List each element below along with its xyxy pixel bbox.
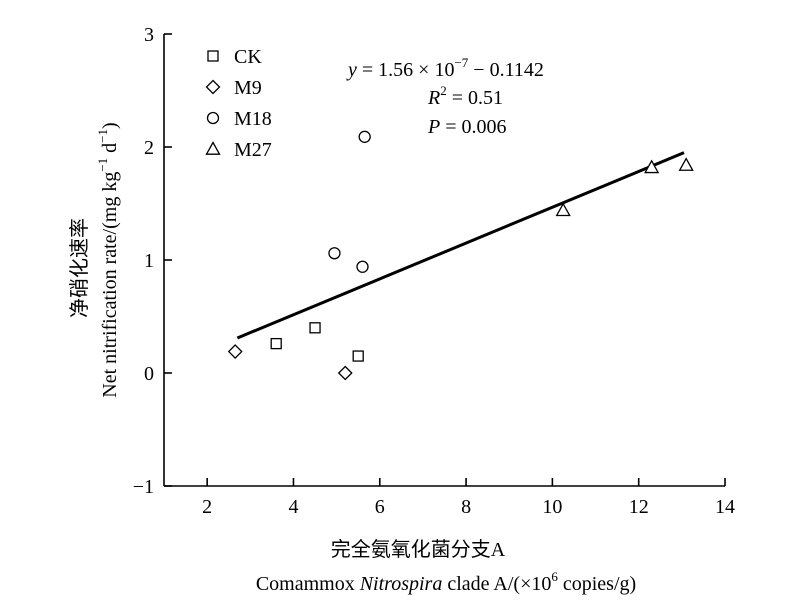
data-point-m18: [328, 247, 341, 260]
y-ticks: −1 0 1 2 3: [133, 24, 172, 498]
legend-label-ck: CK: [234, 46, 262, 68]
data-point-ck: [309, 322, 321, 334]
y-tick-label: 1: [144, 250, 154, 272]
legend-label-m9: M9: [234, 77, 262, 99]
x-tick-label: 6: [375, 496, 385, 518]
x-ticks: 2 4 6 8 10 12 14: [202, 478, 735, 518]
y-axis-title: 净硝化速率 Net nitrification rate/(mg kg−1 d−…: [68, 122, 121, 397]
data-point-m9: [337, 365, 353, 381]
data-point-m27: [644, 159, 660, 174]
y-tick-label: 2: [144, 137, 154, 159]
regression-annotation: y = 1.56 × 10−7 − 0.1142 R2 = 0.51 P = 0…: [346, 55, 544, 138]
legend: CK M9 M18 M27: [205, 46, 272, 161]
x-tick-label: 8: [461, 496, 471, 518]
data-point-ck: [270, 337, 282, 350]
data-point-m27: [555, 202, 571, 217]
legend-label-m18: M18: [234, 108, 272, 130]
legend-marker-ck: [207, 50, 219, 62]
p-value-label: P = 0.006: [427, 116, 507, 138]
legend-marker-m9: [205, 79, 221, 95]
regression-equation: y = 1.56 × 10−7 − 0.1142: [346, 55, 544, 81]
axes: [163, 34, 725, 487]
x-axis-title-cn: 完全氨氧化菌分支A: [331, 538, 506, 561]
legend-marker-m27: [205, 141, 221, 155]
data-points: [227, 130, 694, 381]
y-axis-title-cn: 净硝化速率: [68, 218, 91, 318]
trend-line: [236, 151, 685, 340]
x-tick-label: 10: [542, 496, 562, 518]
y-axis-title-en: Net nitrification rate/(mg kg−1 d−1): [95, 122, 121, 397]
x-tick-label: 12: [629, 496, 649, 518]
r-squared-label: R2 = 0.51: [427, 83, 503, 109]
x-tick-label: 4: [288, 496, 298, 518]
y-tick-label: −1: [133, 476, 154, 498]
legend-label-m27: M27: [234, 139, 272, 161]
x-axis-title: 完全氨氧化菌分支A Comammox Nitrospira clade A/(×…: [256, 538, 636, 595]
y-tick-label: 0: [144, 363, 154, 385]
x-tick-label: 14: [715, 496, 735, 518]
x-tick-label: 2: [202, 496, 212, 518]
data-point-m9: [227, 344, 243, 359]
data-point-m18: [358, 130, 371, 143]
legend-marker-m18: [206, 111, 220, 125]
x-axis-title-en: Comammox Nitrospira clade A/(×106 copies…: [256, 569, 636, 595]
data-point-m27: [678, 157, 694, 171]
y-tick-label: 3: [144, 24, 154, 46]
data-point-m18: [356, 260, 369, 273]
data-point-ck: [352, 350, 364, 362]
